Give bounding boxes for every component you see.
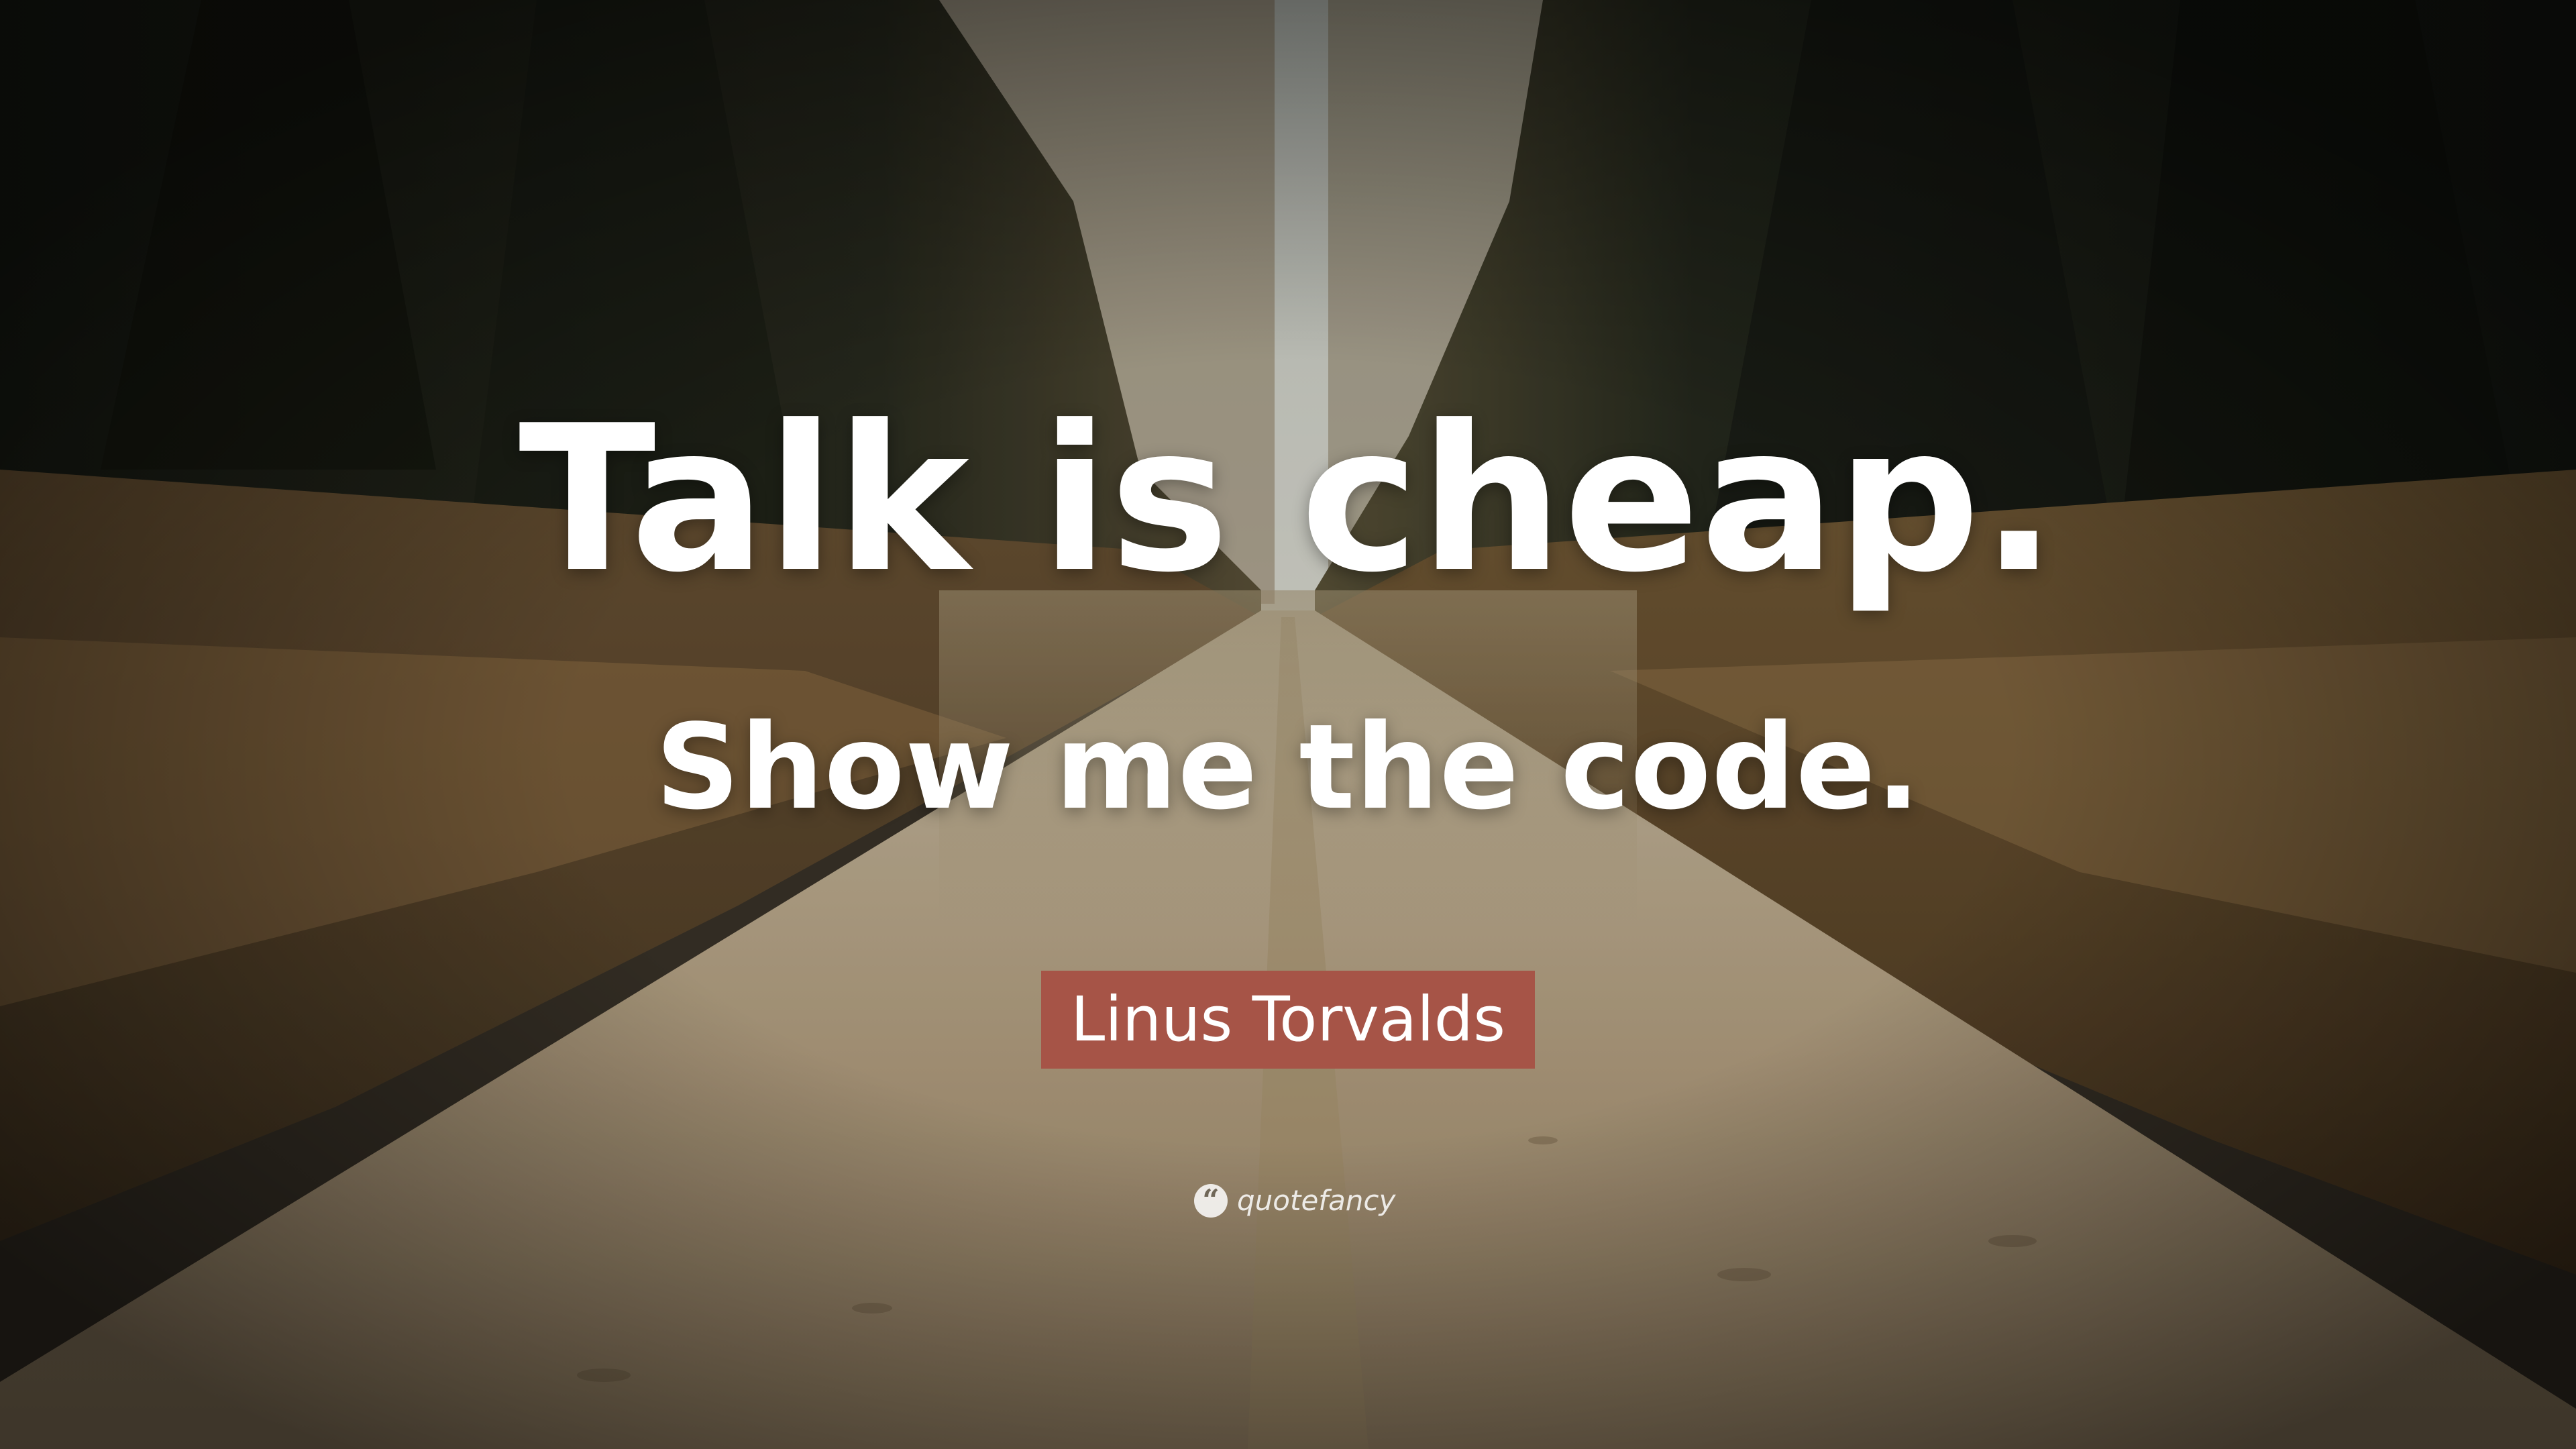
quote-line-1: Talk is cheap.: [518, 382, 2058, 616]
quote-line-2: Show me the code.: [655, 700, 1921, 836]
author-badge: Linus Torvalds: [1041, 971, 1535, 1069]
brand-watermark: “ quotefancy: [1194, 1182, 1395, 1220]
quote-mark-icon: “: [1194, 1184, 1228, 1218]
brand-name: quotefancy: [1237, 1184, 1396, 1217]
